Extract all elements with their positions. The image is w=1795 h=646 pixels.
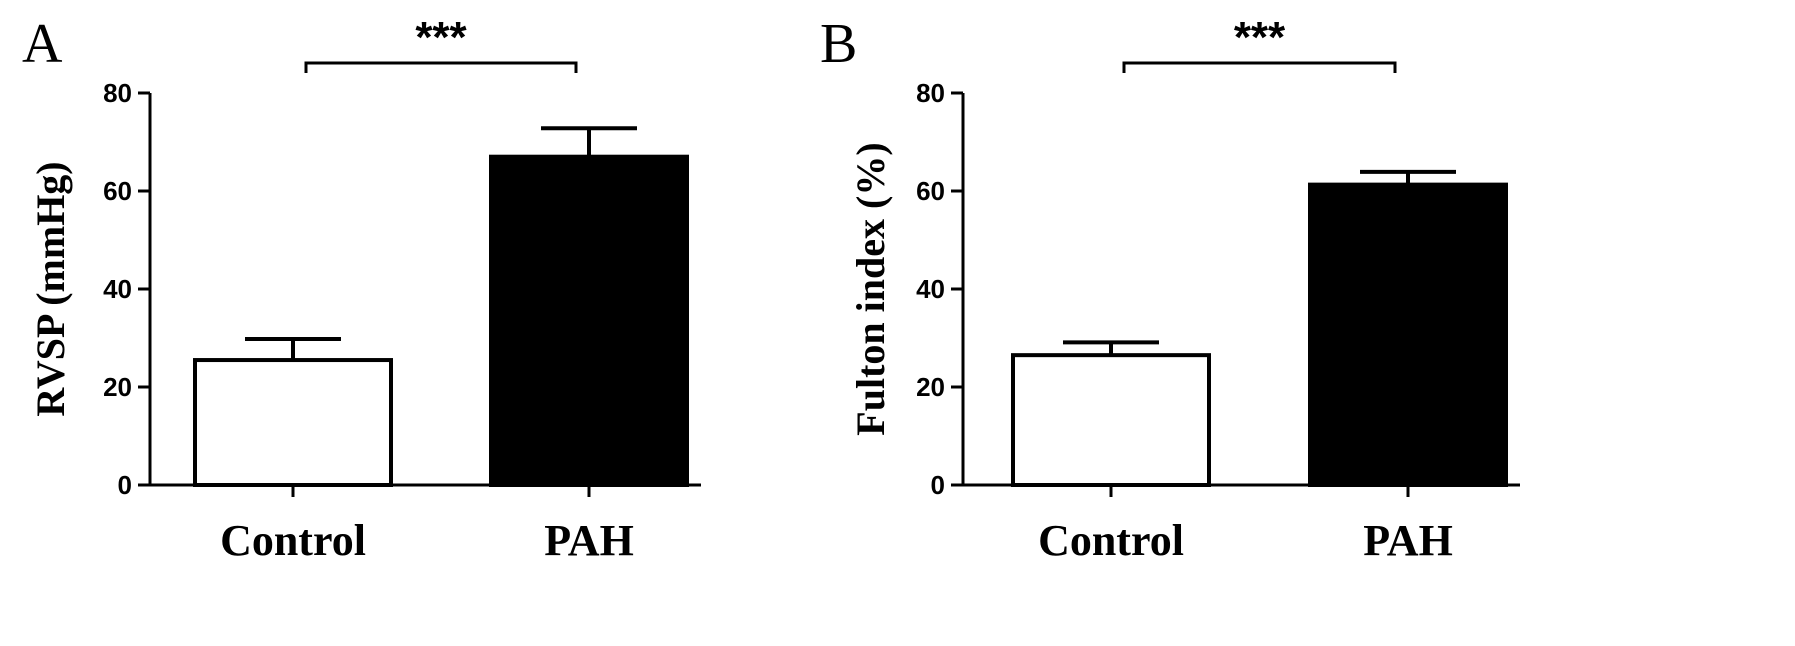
- significance-bracket: [1122, 61, 1397, 73]
- x-tick-label: PAH: [1363, 516, 1453, 565]
- y-tick-label: 80: [103, 78, 132, 108]
- bar-pah: [489, 154, 689, 487]
- significance-label: ***: [415, 13, 467, 62]
- x-tick-label: Control: [220, 516, 366, 565]
- y-tick-label: 60: [103, 176, 132, 206]
- y-axis-label: RVSP (mmHg): [28, 161, 73, 416]
- x-tick-label: Control: [1038, 516, 1184, 565]
- x-tick-label: PAH: [544, 516, 634, 565]
- y-tick-label: 0: [931, 470, 945, 500]
- y-tick-label: 0: [118, 470, 132, 500]
- panel-letter: A: [22, 13, 63, 75]
- significance-label: ***: [1234, 13, 1286, 62]
- y-tick-label: 60: [916, 176, 945, 206]
- y-axis-label: Fulton index (%): [848, 142, 893, 435]
- bar-control: [193, 358, 393, 487]
- y-tick-label: 20: [916, 372, 945, 402]
- bar-pah: [1308, 182, 1508, 487]
- panel-a: A RVSP (mmHg) 0 20 40 60 80 Control PAH ***: [22, 13, 701, 565]
- bar-control: [1011, 353, 1211, 487]
- y-tick-label: 40: [103, 274, 132, 304]
- y-tick-label: 20: [103, 372, 132, 402]
- y-tick-label: 40: [916, 274, 945, 304]
- y-tick-label: 80: [916, 78, 945, 108]
- significance-bracket: [304, 61, 578, 73]
- panel-b: B Fulton index (%) 0 20 40 60 80 Control PAH ***: [820, 13, 1520, 565]
- panel-letter: B: [820, 13, 857, 75]
